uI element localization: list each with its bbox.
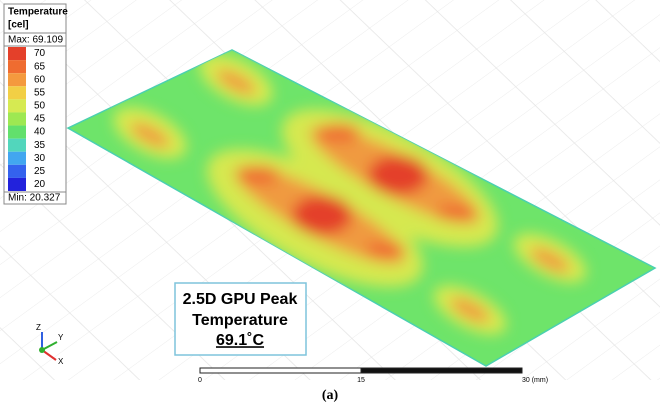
legend-swatch — [8, 125, 26, 139]
legend-label: 30 — [34, 153, 46, 164]
legend-swatch — [8, 86, 26, 100]
legend-swatch — [8, 112, 26, 126]
legend-label: 70 — [34, 48, 46, 59]
legend-swatch — [8, 177, 26, 191]
legend-swatch — [8, 99, 26, 113]
legend-label: 65 — [34, 61, 46, 72]
scale-label: 0 — [198, 377, 202, 384]
legend-label: 20 — [34, 179, 46, 190]
caption: (a) — [322, 388, 339, 403]
annotation-line: Temperature — [192, 312, 288, 329]
legend-label: 50 — [34, 101, 46, 112]
legend-unit: [cel] — [8, 20, 29, 31]
legend-swatch — [8, 151, 26, 165]
annotation-line: 69.1˚C — [216, 332, 264, 349]
legend-swatch — [8, 60, 26, 74]
legend-min: Min: 20.327 — [8, 193, 61, 204]
legend-label: 45 — [34, 114, 46, 125]
legend-swatch — [8, 73, 26, 87]
annotation: 2.5D GPU Peak Temperature 69.1˚C — [174, 282, 307, 356]
legend-swatch — [8, 138, 26, 152]
scale-bar: 0 15 30 (mm) — [198, 367, 548, 384]
legend-label: 60 — [34, 74, 46, 85]
legend-label: 40 — [34, 127, 46, 138]
legend-label: 35 — [34, 140, 46, 151]
axis-triad: Z Y X — [36, 323, 64, 366]
thermal-plate — [66, 49, 657, 367]
scale-label: 30 (mm) — [522, 377, 548, 384]
annotation-line: 2.5D GPU Peak — [183, 291, 298, 308]
legend-label: 25 — [34, 166, 46, 177]
legend: Temperature [cel] Max: 69.109 70 65 60 55 50… — [3, 3, 68, 205]
axis-label: Z — [36, 323, 41, 332]
legend-max: Max: 69.109 — [8, 35, 63, 46]
scale-label: 15 — [357, 377, 365, 384]
axis-label: X — [58, 357, 64, 366]
axis-label: Y — [58, 333, 64, 342]
legend-swatch — [8, 47, 26, 61]
legend-label: 55 — [34, 87, 46, 98]
legend-title: Temperature — [8, 7, 68, 18]
legend-swatch — [8, 164, 26, 178]
